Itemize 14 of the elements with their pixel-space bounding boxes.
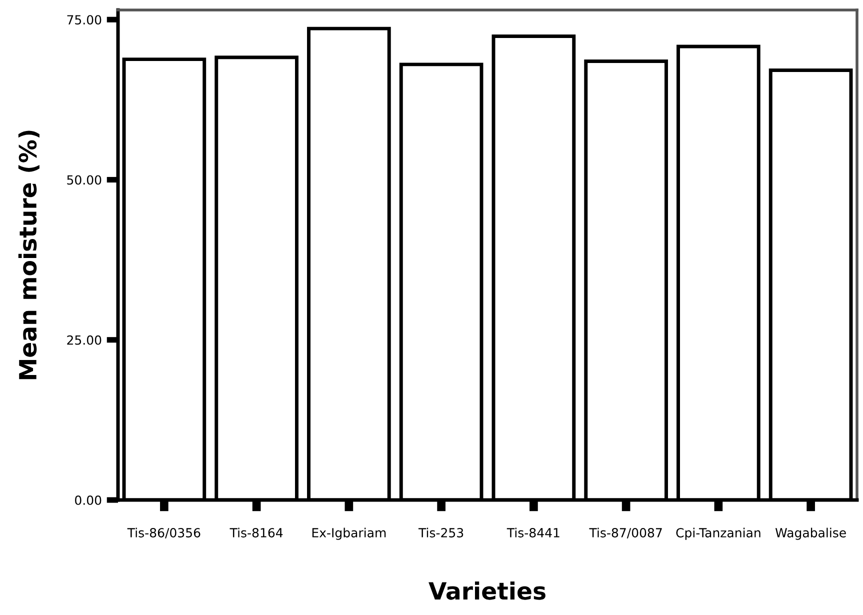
x-tick-label: Wagabalise — [775, 528, 846, 540]
x-axis-title: Varieties — [428, 582, 546, 600]
y-tick-label: 75.00 — [67, 15, 102, 25]
y-axis-title: Mean moisture (%) — [18, 130, 40, 380]
x-tick-label: Tis-86/0356 — [127, 528, 200, 538]
y-tick-label: 0.00 — [75, 495, 102, 505]
y-tick-label: 50.00 — [67, 175, 102, 185]
x-tick-label: Tis-253 — [418, 528, 464, 538]
x-tick-label: Tis-8164 — [230, 528, 283, 538]
x-tick-label: Ex-Igbariam — [312, 528, 386, 540]
y-tick-label: 25.00 — [67, 335, 102, 345]
x-tick-label: Tis-8441 — [506, 528, 560, 538]
x-tick-label: Tis-87/0087 — [589, 528, 662, 538]
x-tick-label: Cpi-Tanzanian — [676, 528, 760, 540]
